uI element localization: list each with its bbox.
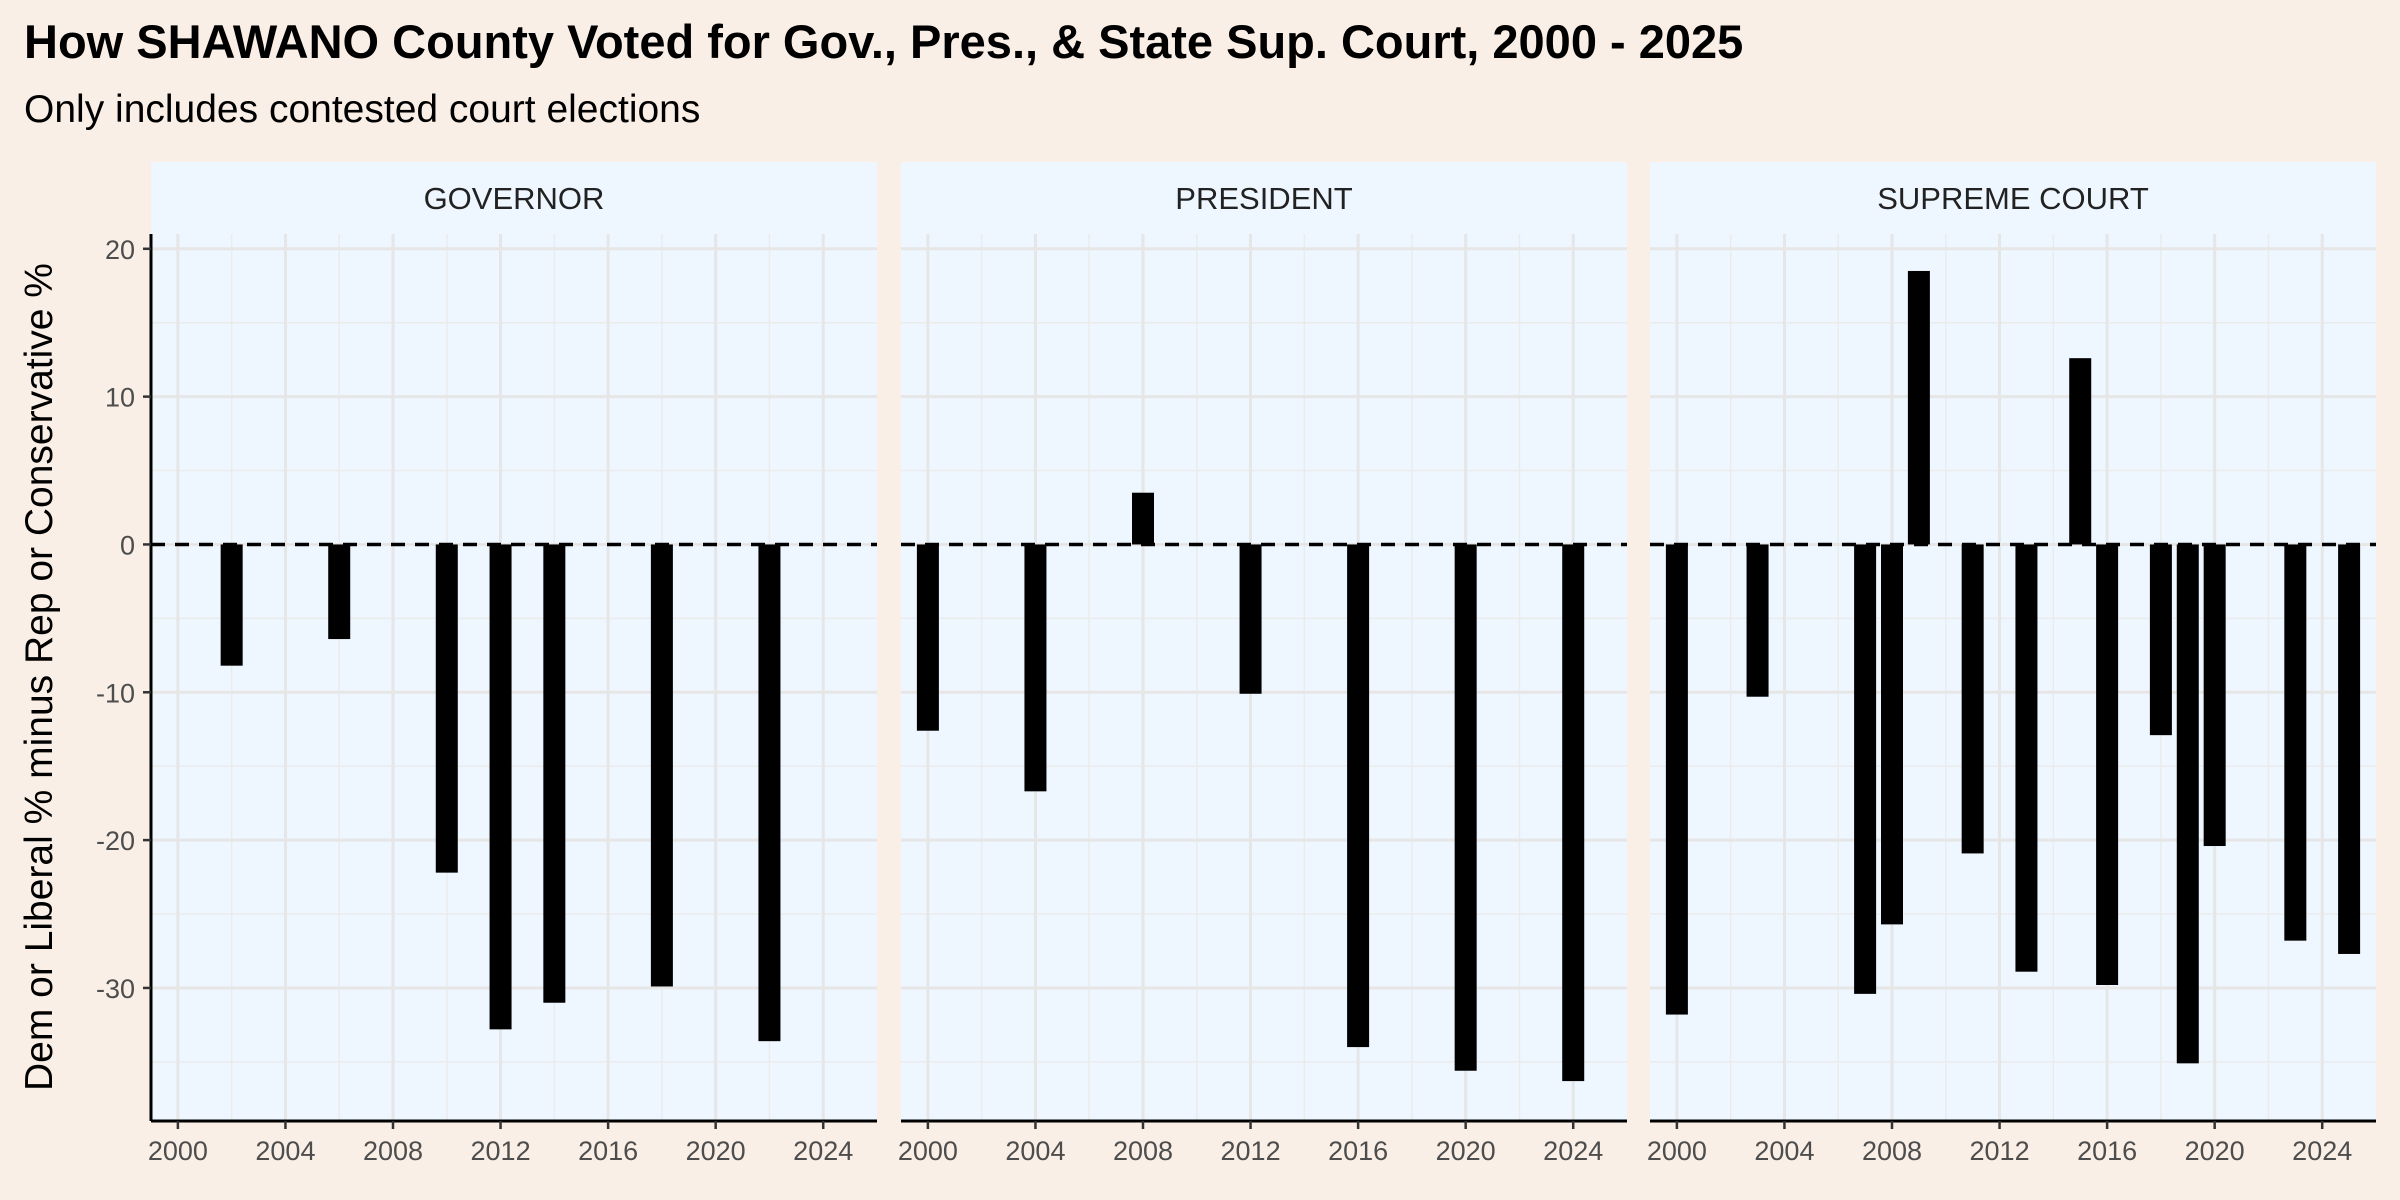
bar-supreme-court-2003 [1746, 544, 1769, 697]
bar-president-2012 [1239, 544, 1262, 694]
bar-governor-2002 [220, 544, 243, 666]
panel-background-supreme-court [1650, 234, 2376, 1121]
bar-supreme-court-2019 [2176, 544, 2199, 1064]
bar-supreme-court-2011 [1961, 544, 1984, 854]
x-tick-label: 2004 [1005, 1136, 1065, 1166]
y-tick-label: 0 [120, 530, 135, 560]
x-tick-label: 2012 [471, 1136, 531, 1166]
bar-supreme-court-2015 [2069, 358, 2092, 545]
x-tick-label: 2004 [1754, 1136, 1814, 1166]
x-tick-label: 2000 [898, 1136, 958, 1166]
bar-supreme-court-2018 [2149, 544, 2172, 736]
y-tick-label: 20 [105, 235, 135, 265]
panel-background-president [901, 234, 1627, 1121]
facet-strip-governor [151, 162, 877, 234]
x-tick-label: 2012 [1221, 1136, 1281, 1166]
x-tick-label: 2020 [686, 1136, 746, 1166]
x-tick-label: 2016 [2077, 1136, 2137, 1166]
bar-president-2020 [1454, 544, 1477, 1071]
bar-supreme-court-2020 [2203, 544, 2226, 847]
facet-label-president: PRESIDENT [1175, 181, 1352, 216]
bar-president-2024 [1562, 544, 1585, 1082]
bar-president-2016 [1347, 544, 1370, 1048]
bar-governor-2022 [758, 544, 781, 1042]
x-tick-label: 2016 [1328, 1136, 1388, 1166]
x-tick-label: 2008 [1113, 1136, 1173, 1166]
bar-governor-2006 [328, 544, 351, 640]
bar-supreme-court-2013 [2015, 544, 2038, 972]
chart-title: How SHAWANO County Voted for Gov., Pres.… [24, 15, 1744, 68]
x-tick-label: 2024 [1543, 1136, 1603, 1166]
facet-label-governor: GOVERNOR [424, 181, 605, 216]
y-tick-label: -30 [96, 974, 135, 1004]
bar-supreme-court-2023 [2284, 544, 2307, 941]
bar-governor-2012 [489, 544, 512, 1030]
x-tick-label: 2024 [2292, 1136, 2352, 1166]
panel-background-governor [151, 234, 877, 1121]
x-tick-label: 2012 [1970, 1136, 2030, 1166]
x-tick-label: 2004 [255, 1136, 315, 1166]
x-tick-label: 2020 [1436, 1136, 1496, 1166]
bar-president-2004 [1024, 544, 1047, 792]
x-tick-label: 2008 [1862, 1136, 1922, 1166]
x-tick-label: 2000 [148, 1136, 208, 1166]
bar-supreme-court-2007 [1854, 544, 1877, 994]
x-tick-label: 2024 [793, 1136, 853, 1166]
x-tick-label: 2016 [578, 1136, 638, 1166]
bar-supreme-court-2009 [1907, 270, 1930, 545]
facet-strip-supreme-court [1650, 162, 2376, 234]
bar-governor-2010 [435, 544, 458, 873]
x-tick-label: 2008 [363, 1136, 423, 1166]
bar-president-2008 [1132, 492, 1154, 545]
bar-governor-2014 [543, 544, 566, 1003]
bar-supreme-court-2016 [2096, 544, 2119, 985]
y-axis-label: Dem or Liberal % minus Rep or Conservati… [18, 263, 61, 1091]
bar-governor-2018 [650, 544, 673, 987]
facet-label-supreme-court: SUPREME COURT [1877, 181, 2149, 216]
bar-president-2000 [916, 544, 939, 731]
x-tick-label: 2000 [1647, 1136, 1707, 1166]
bar-supreme-court-2025 [2338, 544, 2361, 954]
y-tick-label: 10 [105, 383, 135, 413]
chart-subtitle: Only includes contested court elections [24, 88, 701, 131]
y-tick-label: -20 [96, 826, 135, 856]
bar-supreme-court-2008 [1881, 544, 1903, 925]
bar-supreme-court-2000 [1665, 544, 1688, 1015]
x-tick-label: 2020 [2185, 1136, 2245, 1166]
y-tick-label: -10 [96, 678, 135, 708]
facet-strip-president [901, 162, 1627, 234]
